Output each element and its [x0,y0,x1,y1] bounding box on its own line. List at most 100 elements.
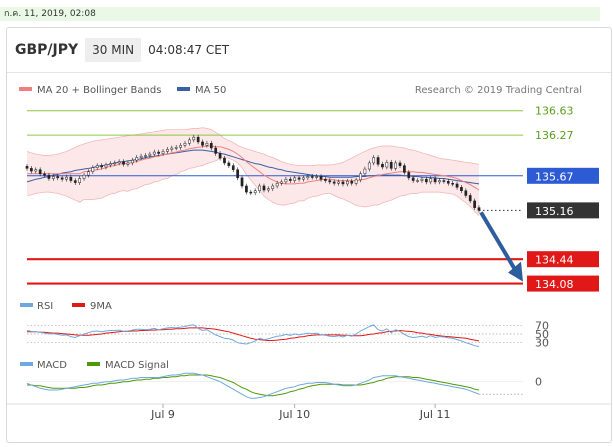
candle-body [288,178,292,181]
timestamp-bar: ก.ค. 11, 2019, 02:08 [0,7,600,21]
candle-body [192,136,196,141]
candle-body [144,155,147,157]
candle-body [455,183,459,188]
candle-body [161,151,165,154]
candle-body [47,174,51,179]
candle-body [139,155,143,158]
rsi-legend-swatch [20,303,33,307]
candle-body [332,181,336,184]
candle-body [442,180,446,182]
candle-body [337,181,340,184]
macd-line [26,372,480,399]
candle-body [297,177,301,180]
price-pane: 136.63 136.27 135.67 135.16 134.44 134.08 [25,105,599,292]
candle-body [87,171,90,176]
macd-legend-label: MACD [37,360,67,371]
candle-body [416,180,419,182]
candle-body [258,185,261,191]
candle-body [249,191,253,194]
candle-body [130,159,134,164]
candle-body [223,157,226,164]
ma20-legend-label: MA 20 + Bollinger Bands [37,85,161,96]
level-label-134.08: 134.08 [535,278,574,291]
rsi-level-label: 70 [535,319,549,332]
candle-body [451,183,455,185]
candle-body [188,139,191,144]
candle-body [271,185,275,189]
candle-body [350,180,354,184]
candle-body [359,173,362,181]
candle-body [464,190,468,196]
x-axis: Jul 9 Jul 10 Jul 11 [7,403,611,421]
candle-body [306,176,310,179]
research-credit: Research © 2019 Trading Central [415,85,582,96]
candle-body [460,187,463,191]
candle-body [214,147,218,154]
timeframe-badge[interactable]: 30 MIN [85,38,142,62]
x-tick-label-Jul-10: Jul 10 [278,408,310,421]
candle-body [438,180,441,183]
candle-body [56,176,60,179]
candle-body [319,176,323,180]
candle-body [51,176,55,179]
candle-body [280,181,283,184]
candle-body [135,157,139,161]
candle-body [30,168,33,172]
candle-body [262,185,266,191]
level-box-135.67 [527,167,599,184]
candle-body [398,162,402,166]
candle-body [100,165,103,168]
candle-body [157,151,161,154]
currency-pair: GBP/JPY [15,42,79,58]
x-tick-label-Jul-9: Jul 9 [150,408,175,421]
level-label-136.27: 136.27 [535,129,574,142]
candle-body [429,178,433,183]
level-label-135.16: 135.16 [535,205,574,218]
candle-body [104,164,108,168]
candle-body [152,151,156,155]
candle-body [433,178,437,183]
candle-body [341,181,345,185]
candle-body [25,166,29,169]
candle-body [420,178,424,181]
chart-canvas: MA 20 + Bollinger Bands MA 50 Research ©… [7,85,611,421]
candle-body [231,165,235,170]
candle-body [179,145,182,148]
candle-body [78,178,82,183]
chart-widget: GBP/JPY 30 MIN 04:08:47 CET MA 20 + Boll… [6,27,612,443]
forecast-arrow-shaft [479,211,517,271]
candle-body [468,195,472,202]
macd-signal-line [27,374,480,397]
candle-body [65,176,68,180]
ma50-legend-swatch [177,87,190,91]
candle-body [363,168,367,175]
candle-body [310,176,314,178]
candle-body [95,165,99,168]
macd-signal-legend-swatch [87,362,100,366]
candle-body [73,180,77,183]
candle-body [385,162,389,168]
candle-body [43,173,46,176]
candle-body [113,162,117,165]
candle-body [376,157,380,165]
candle-body [284,178,288,183]
candle-body [446,180,450,184]
candle-body [174,147,178,149]
candle-body [367,162,371,170]
rsi-ma-line [27,327,480,342]
candle-body [345,180,349,185]
candle-body [403,165,406,173]
candle-body [170,147,174,150]
candle-body [411,177,415,181]
timestamp-text: ก.ค. 11, 2019, 02:08 [4,9,96,19]
forecast-arrow-head [508,261,523,282]
candle-body [315,176,318,178]
candle-body [236,169,239,179]
candle-body [60,177,64,180]
candle-body [126,162,130,165]
candle-body [166,149,169,152]
rsi-legend-label: RSI [37,301,53,312]
candle-body [82,174,86,179]
rsi-line [26,324,480,348]
